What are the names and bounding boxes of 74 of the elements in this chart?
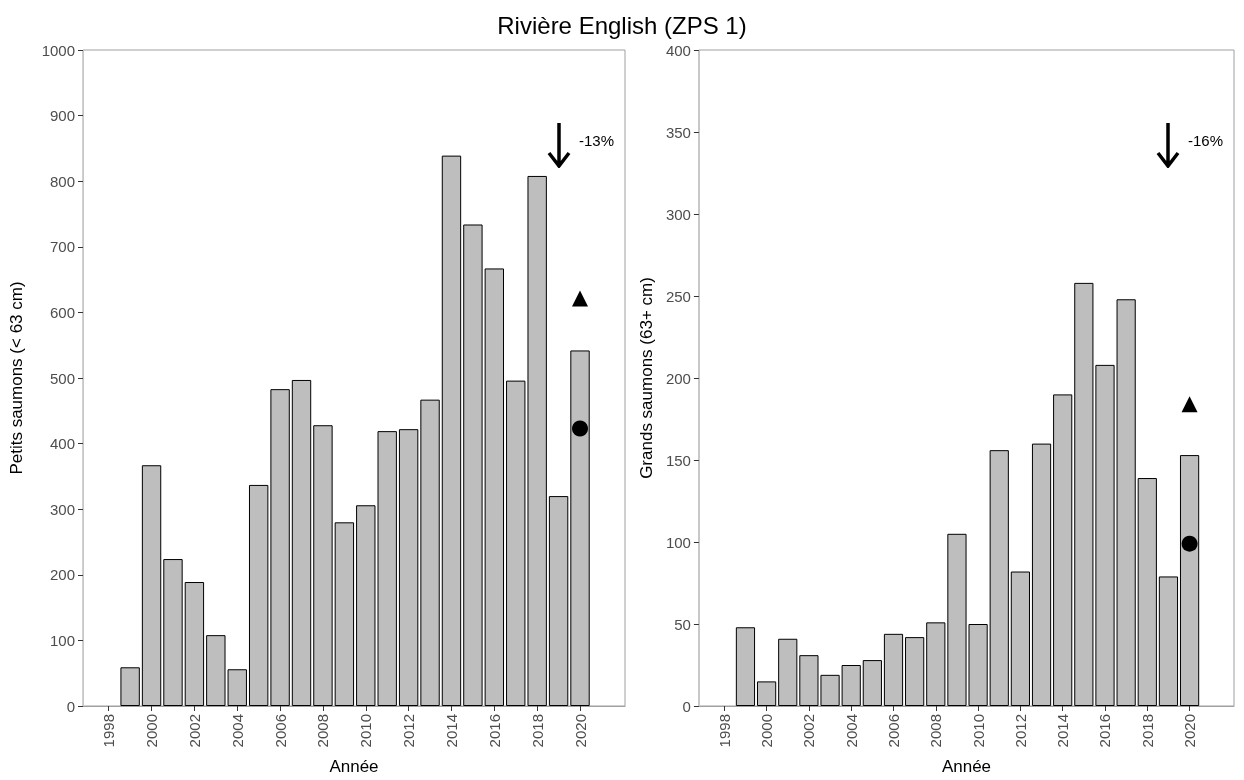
x-tick-label: 2004 bbox=[842, 714, 860, 748]
x-tick-label: 2006 bbox=[271, 714, 289, 748]
x-tick-label: 2000 bbox=[758, 714, 776, 748]
y-tick-label: 100 bbox=[49, 631, 75, 649]
bar bbox=[334, 522, 355, 706]
bar bbox=[398, 429, 419, 706]
x-tick-label: 2010 bbox=[969, 714, 987, 748]
annotation: -13% bbox=[579, 132, 615, 149]
x-tick-label: 2012 bbox=[1011, 714, 1029, 748]
bar bbox=[735, 627, 756, 706]
x-tick-label: 2010 bbox=[357, 714, 375, 748]
bar bbox=[757, 681, 777, 706]
y-tick-label: 600 bbox=[49, 303, 75, 321]
bar bbox=[1031, 443, 1052, 706]
y-tick-label: 400 bbox=[49, 435, 75, 453]
y-tick-label: 900 bbox=[49, 107, 75, 125]
x-tick-label: 1998 bbox=[100, 714, 118, 748]
y-tick-label: 1000 bbox=[41, 41, 75, 59]
x-tick-label: 2002 bbox=[800, 714, 818, 748]
y-tick-label: 0 bbox=[682, 697, 691, 715]
x-tick-label: 2014 bbox=[1054, 714, 1072, 748]
x-tick-label: 2016 bbox=[485, 714, 503, 748]
x-tick-label: 2012 bbox=[400, 714, 418, 748]
chart-title: Rivière English (ZPS 1) bbox=[496, 12, 748, 40]
x-tick-label: 2020 bbox=[571, 714, 589, 748]
bar bbox=[441, 155, 462, 706]
x-axis-title: Année bbox=[941, 757, 992, 776]
y-tick-label: 250 bbox=[665, 287, 691, 305]
bar bbox=[291, 379, 312, 706]
bar bbox=[548, 496, 569, 706]
x-tick-label: 2018 bbox=[1138, 714, 1156, 748]
bar bbox=[163, 559, 183, 706]
bar bbox=[883, 633, 904, 706]
y-tick-label: 50 bbox=[674, 615, 691, 633]
x-tick-label: 2002 bbox=[185, 714, 203, 748]
y-tick-label: 350 bbox=[665, 123, 691, 141]
y-axis-title: Petits saumons (< 63 cm) bbox=[7, 281, 26, 475]
y-tick-label: 100 bbox=[665, 533, 691, 551]
bar bbox=[905, 637, 925, 706]
bar bbox=[1158, 576, 1179, 706]
x-tick-label: 2014 bbox=[442, 714, 460, 748]
annotation: -16% bbox=[1188, 132, 1224, 149]
bar bbox=[1179, 455, 1200, 706]
x-tick-label: 2008 bbox=[927, 714, 945, 748]
bar bbox=[120, 667, 140, 706]
x-tick-label: 2006 bbox=[885, 714, 902, 748]
bar bbox=[184, 582, 205, 706]
x-tick-label: 2004 bbox=[228, 714, 246, 748]
bar bbox=[313, 425, 333, 706]
y-tick-label: 700 bbox=[49, 238, 75, 256]
bar bbox=[141, 465, 162, 706]
bar bbox=[1053, 394, 1073, 706]
bar bbox=[862, 660, 882, 706]
y-tick-label: 400 bbox=[665, 41, 691, 59]
x-tick-label: 2018 bbox=[528, 714, 546, 748]
y-tick-label: 150 bbox=[665, 451, 691, 469]
bar bbox=[1010, 571, 1030, 706]
bar bbox=[1137, 478, 1157, 706]
y-tick-label: 0 bbox=[66, 697, 75, 715]
bar bbox=[420, 399, 440, 706]
bar bbox=[570, 350, 590, 706]
y-tick-label: 300 bbox=[665, 205, 691, 223]
y-tick-label: 300 bbox=[49, 500, 75, 518]
x-tick-label: 2020 bbox=[1181, 714, 1199, 748]
y-tick-label: 200 bbox=[665, 369, 691, 387]
y-tick-label: 500 bbox=[49, 369, 75, 387]
x-tick-label: 1998 bbox=[715, 714, 733, 748]
y-tick-label: 800 bbox=[49, 172, 75, 190]
x-tick-label: 2016 bbox=[1096, 714, 1114, 748]
x-tick-label: 2008 bbox=[314, 714, 332, 748]
y-axis-title: Grands saumons (63+ cm) bbox=[637, 277, 656, 479]
x-axis-title: Année bbox=[329, 757, 379, 776]
x-tick-label: 2000 bbox=[143, 714, 161, 748]
y-tick-label: 200 bbox=[49, 566, 75, 584]
